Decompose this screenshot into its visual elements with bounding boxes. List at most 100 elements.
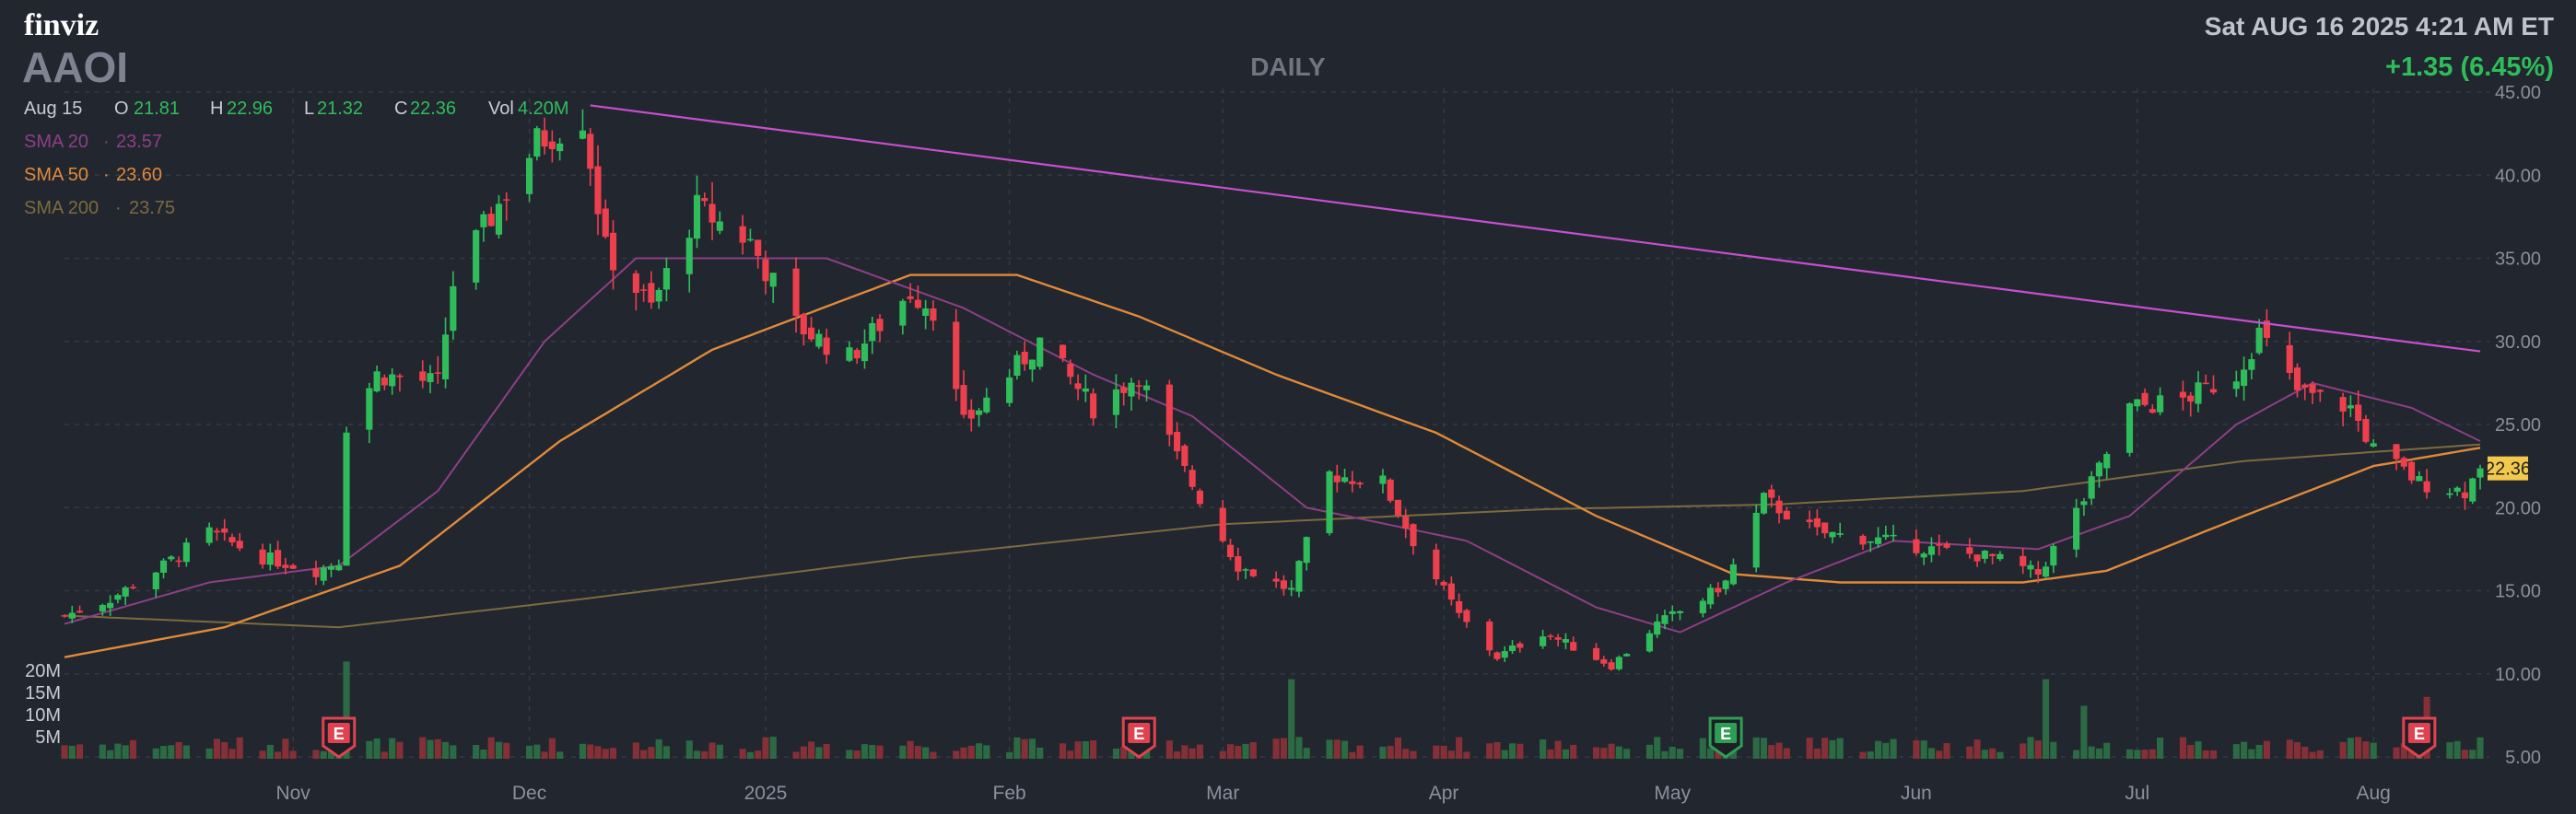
high-label: H <box>210 99 223 119</box>
candle-body <box>1654 621 1661 635</box>
date-tick-label: Jul <box>2125 783 2149 804</box>
candle-body <box>419 371 427 381</box>
candle-body <box>2347 405 2354 409</box>
volume-bar <box>1676 749 1684 759</box>
price-tick-label: 5.00 <box>2505 748 2541 768</box>
candle-body <box>1410 524 1417 547</box>
candle-body <box>662 268 670 290</box>
candle-body <box>1996 553 2004 560</box>
candle-body <box>1226 544 1235 558</box>
volume-bar <box>685 740 693 759</box>
candle-body <box>1272 578 1280 582</box>
volume-bar <box>1775 742 1783 759</box>
earnings-marker[interactable]: E <box>2402 716 2437 759</box>
earnings-marker[interactable]: E <box>1121 716 1156 759</box>
candle-body <box>579 130 587 139</box>
candle-body <box>335 565 343 571</box>
sma20-line <box>64 257 2481 634</box>
volume-bar <box>693 750 701 759</box>
candle-body <box>1890 534 1897 537</box>
earnings-marker[interactable]: E <box>1708 716 1743 759</box>
volume-bar <box>1272 738 1280 759</box>
sma200-line <box>64 443 2481 629</box>
volume-bar <box>2149 749 2156 759</box>
volume-bar <box>2241 741 2248 759</box>
volume-bar <box>2309 751 2316 759</box>
ohlc-readout: Aug 15 O 21.81 H 22.96 L 21.32 C 22.36 V… <box>24 99 569 119</box>
candle-body <box>312 568 320 577</box>
volume-bar <box>473 744 480 759</box>
volume-bar <box>1836 738 1844 759</box>
volume-tick-label: 20M <box>25 661 61 681</box>
candle-body <box>2027 564 2034 570</box>
candle-body <box>693 194 701 239</box>
volume-bar <box>1463 751 1470 759</box>
candle-body <box>168 556 175 560</box>
date-tick-label: Aug <box>2357 783 2391 804</box>
date-axis: Nov Dec 2025 Feb Mar Apr May Jun Jul Aug <box>275 783 2390 804</box>
candle-body <box>1013 355 1021 377</box>
candle-body <box>701 198 708 202</box>
volume-bar <box>1356 745 1364 759</box>
candle-body <box>1645 633 1653 652</box>
volume-bar <box>1120 747 1128 759</box>
low-label: L <box>304 99 314 119</box>
volume-bar <box>419 737 427 759</box>
volume-bar <box>640 750 648 759</box>
candle-body <box>587 134 594 169</box>
volume-bar <box>1592 747 1600 759</box>
candle-body <box>2286 344 2293 373</box>
volume-bar <box>1760 738 1768 759</box>
volume-bar <box>2476 737 2484 759</box>
volume-bar <box>2050 741 2057 759</box>
candle-body <box>1135 385 1142 387</box>
volume-bar <box>823 743 830 759</box>
candle-body <box>1433 549 1440 580</box>
earnings-marker[interactable]: E <box>322 716 357 759</box>
volume-bar <box>2362 741 2370 759</box>
date-tick-label: 2025 <box>744 783 788 804</box>
volume-bar <box>1973 739 1981 759</box>
price-tick-label: 45.00 <box>2495 83 2541 103</box>
volume-bar <box>983 745 990 759</box>
volume-bar <box>861 744 869 759</box>
candle-body <box>1120 387 1128 393</box>
candle-body <box>869 322 876 342</box>
volume-bar <box>2187 744 2195 759</box>
candle-body <box>1600 659 1608 664</box>
candle-body <box>1082 388 1089 392</box>
candle-body <box>907 296 914 299</box>
volume-bar <box>168 745 175 759</box>
volume-bar <box>1783 748 1790 759</box>
volume-bar <box>701 750 708 759</box>
volume-bar <box>708 742 716 759</box>
candle-body <box>1112 389 1120 415</box>
volume-bar <box>1295 737 1303 759</box>
candle-body <box>1715 587 1722 593</box>
volume-bar <box>2209 750 2218 759</box>
candle-body <box>1333 475 1341 483</box>
candle-body <box>1676 610 1684 613</box>
candle-body <box>1752 512 1760 568</box>
candle-body <box>1181 445 1188 467</box>
candle-body <box>1623 654 1631 657</box>
candle-body <box>2293 367 2301 390</box>
volume-bar <box>800 746 807 759</box>
volume-bar <box>1562 749 1570 759</box>
sma-legend: SMA 20 · 23.57 SMA 50 · 23.60 SMA 200 · … <box>24 132 175 218</box>
candle-body <box>152 572 159 589</box>
candle-body <box>2202 382 2209 385</box>
candle-body <box>815 333 823 347</box>
volume-bar <box>648 747 655 759</box>
volume-bar <box>2407 750 2416 759</box>
volume-bar <box>2446 742 2453 759</box>
volume-bar <box>2088 746 2095 759</box>
candle-body <box>1326 471 1333 534</box>
candle-body <box>2362 418 2370 442</box>
last-price-tag: 22.36 <box>2485 456 2531 481</box>
volume-bar <box>914 746 921 759</box>
candle-body <box>2301 384 2309 388</box>
volume-bar <box>1821 738 1829 759</box>
candle-body <box>320 567 327 581</box>
volume-bar <box>487 737 495 759</box>
